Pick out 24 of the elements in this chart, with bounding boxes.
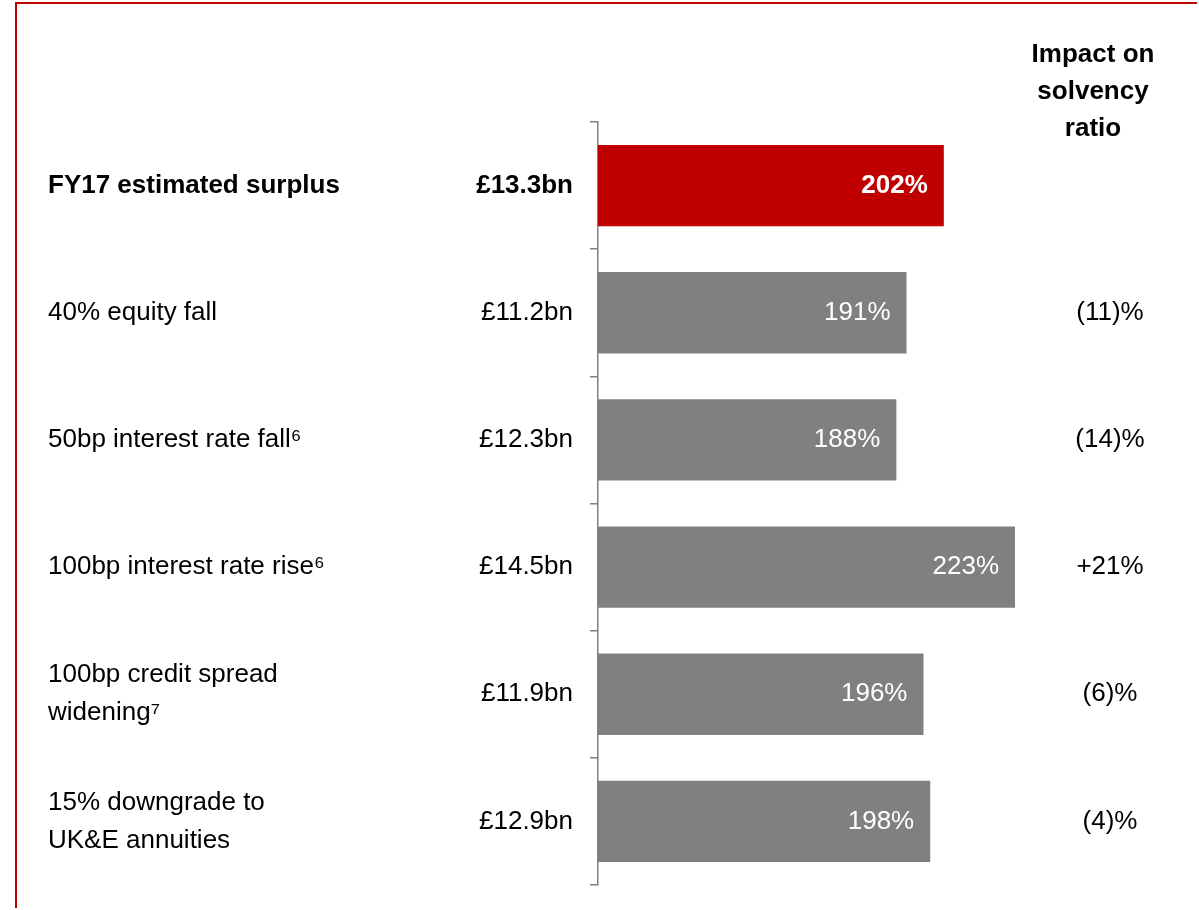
text: (6)% — [1082, 677, 1138, 708]
text: £11.2bn — [480, 295, 573, 326]
text: £12.3bn — [479, 423, 573, 454]
text: £12.9bn — [479, 804, 573, 835]
y-tick-label: 100bp credit spread widening⁷ — [47, 658, 278, 727]
y-tick-label: 100bp interest rate rise⁶ — [48, 550, 325, 581]
y-tick-label: 15% downgrade to UK&E annuities — [48, 785, 265, 854]
text: (11)% — [1076, 295, 1144, 326]
text: £11.9bn — [480, 677, 573, 708]
text: (4)% — [1082, 804, 1138, 835]
y-tick-label: FY17 estimated surplus — [48, 168, 340, 199]
text: +21% — [1076, 550, 1144, 581]
data-label: 198% — [847, 804, 915, 835]
text: £13.3bn — [476, 168, 573, 199]
text: Impact on solvency ratio — [1031, 38, 1155, 143]
text: £14.5bn — [479, 550, 573, 581]
data-label: 223% — [932, 550, 999, 581]
y-tick-label: 50bp interest rate fall⁶ — [48, 423, 302, 454]
data-label: 188% — [813, 423, 881, 454]
text: (14)% — [1075, 423, 1145, 454]
data-label: 202% — [861, 168, 928, 199]
data-label: 191% — [824, 295, 891, 326]
y-tick-label: 40% equity fall — [48, 295, 218, 326]
data-label: 196% — [840, 677, 908, 708]
